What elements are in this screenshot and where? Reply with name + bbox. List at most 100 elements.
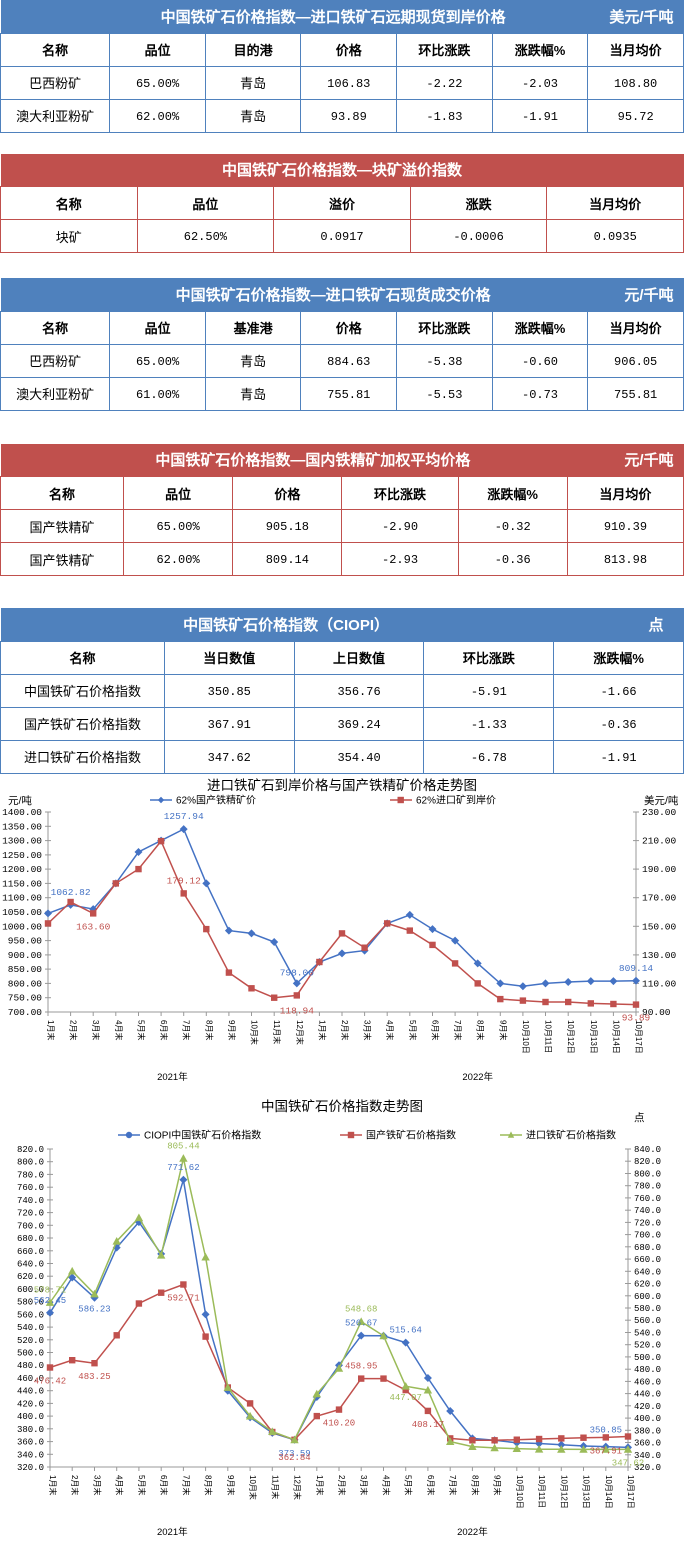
- svg-text:560.0: 560.0: [634, 1316, 661, 1326]
- svg-text:10月13日: 10月13日: [582, 1475, 591, 1509]
- svg-text:1400.00: 1400.00: [2, 807, 42, 818]
- svg-text:9月末: 9月末: [493, 1475, 503, 1495]
- svg-text:2022年: 2022年: [457, 1526, 488, 1538]
- svg-text:458.95: 458.95: [345, 1361, 377, 1371]
- svg-text:367.91: 367.91: [590, 1446, 622, 1456]
- svg-text:578.71: 578.71: [34, 1285, 66, 1295]
- svg-text:1350.00: 1350.00: [2, 821, 42, 832]
- svg-text:380.0: 380.0: [634, 1426, 661, 1436]
- svg-text:950.00: 950.00: [8, 935, 43, 946]
- svg-text:110.00: 110.00: [642, 978, 677, 989]
- svg-text:500.0: 500.0: [17, 1348, 44, 1358]
- svg-text:5月末: 5月末: [137, 1020, 147, 1040]
- svg-text:440.0: 440.0: [17, 1386, 44, 1396]
- svg-text:780.0: 780.0: [634, 1181, 661, 1191]
- svg-text:元/吨: 元/吨: [8, 794, 32, 807]
- svg-text:640.0: 640.0: [634, 1267, 661, 1277]
- svg-text:680.0: 680.0: [634, 1242, 661, 1252]
- svg-text:476.42: 476.42: [34, 1376, 66, 1386]
- svg-text:483.25: 483.25: [78, 1372, 110, 1382]
- svg-text:62%进口矿到岸价: 62%进口矿到岸价: [416, 793, 496, 806]
- svg-text:798.00: 798.00: [280, 967, 315, 978]
- svg-text:809.14: 809.14: [619, 962, 654, 973]
- svg-text:380.0: 380.0: [17, 1424, 44, 1434]
- svg-text:6月末: 6月末: [426, 1475, 436, 1495]
- svg-text:10月17日: 10月17日: [626, 1475, 635, 1509]
- svg-text:680.0: 680.0: [17, 1234, 44, 1244]
- svg-text:362.84: 362.84: [278, 1452, 310, 1462]
- svg-text:10月10日: 10月10日: [521, 1020, 530, 1054]
- svg-text:660.0: 660.0: [17, 1246, 44, 1256]
- svg-text:179.12: 179.12: [167, 875, 202, 886]
- svg-text:12月末: 12月末: [295, 1020, 305, 1045]
- svg-text:1257.94: 1257.94: [164, 811, 204, 822]
- svg-text:150.00: 150.00: [642, 921, 677, 932]
- svg-text:805.44: 805.44: [167, 1141, 199, 1151]
- svg-text:7月末: 7月末: [181, 1475, 191, 1495]
- svg-text:进口铁矿石到岸价格与国产铁精矿价格走势图: 进口铁矿石到岸价格与国产铁精矿价格走势图: [207, 778, 477, 793]
- svg-text:10月末: 10月末: [250, 1020, 260, 1045]
- svg-text:美元/吨: 美元/吨: [644, 794, 679, 807]
- svg-text:210.00: 210.00: [642, 835, 677, 846]
- svg-text:9月末: 9月末: [226, 1475, 236, 1495]
- svg-text:740.0: 740.0: [17, 1195, 44, 1205]
- svg-text:720.0: 720.0: [17, 1208, 44, 1218]
- svg-text:1月末: 1月末: [315, 1475, 325, 1495]
- svg-text:2月末: 2月末: [69, 1020, 79, 1040]
- svg-text:10月12日: 10月12日: [566, 1020, 575, 1054]
- svg-text:800.0: 800.0: [634, 1169, 661, 1179]
- svg-text:480.0: 480.0: [17, 1361, 44, 1371]
- svg-text:620.0: 620.0: [17, 1272, 44, 1282]
- svg-text:800.00: 800.00: [8, 978, 43, 989]
- svg-text:900.00: 900.00: [8, 949, 43, 960]
- svg-text:国产铁矿石价格指数: 国产铁矿石价格指数: [366, 1128, 456, 1141]
- svg-text:170.00: 170.00: [642, 892, 677, 903]
- svg-text:620.0: 620.0: [634, 1279, 661, 1289]
- svg-text:5月末: 5月末: [137, 1475, 147, 1495]
- svg-text:6月末: 6月末: [431, 1020, 441, 1040]
- svg-text:400.0: 400.0: [17, 1412, 44, 1422]
- svg-text:400.0: 400.0: [634, 1414, 661, 1424]
- svg-text:1050.00: 1050.00: [2, 907, 42, 918]
- svg-text:11月末: 11月末: [272, 1020, 282, 1044]
- svg-text:190.00: 190.00: [642, 864, 677, 875]
- svg-text:347.62: 347.62: [612, 1458, 644, 1468]
- svg-text:4月末: 4月末: [382, 1475, 392, 1495]
- svg-text:2月末: 2月末: [337, 1475, 347, 1495]
- svg-text:840.0: 840.0: [634, 1145, 661, 1155]
- svg-text:548.68: 548.68: [345, 1304, 377, 1314]
- svg-text:2021年: 2021年: [157, 1526, 188, 1538]
- svg-text:3月末: 3月末: [93, 1475, 103, 1495]
- svg-text:800.0: 800.0: [17, 1157, 44, 1167]
- svg-text:320.0: 320.0: [17, 1463, 44, 1473]
- svg-text:3月末: 3月末: [359, 1475, 369, 1495]
- svg-text:6月末: 6月末: [159, 1475, 169, 1495]
- svg-text:8月末: 8月末: [204, 1475, 214, 1495]
- svg-text:10月17日: 10月17日: [634, 1020, 643, 1054]
- svg-text:460.0: 460.0: [634, 1377, 661, 1387]
- svg-text:7月末: 7月末: [448, 1475, 458, 1495]
- svg-text:447.07: 447.07: [389, 1393, 421, 1403]
- svg-text:2022年: 2022年: [462, 1071, 493, 1083]
- svg-text:130.00: 130.00: [642, 949, 677, 960]
- svg-text:820.0: 820.0: [17, 1145, 44, 1155]
- svg-text:700.0: 700.0: [634, 1230, 661, 1240]
- svg-text:560.0: 560.0: [17, 1310, 44, 1320]
- svg-text:1200.00: 1200.00: [2, 864, 42, 875]
- svg-text:3月末: 3月末: [363, 1020, 373, 1040]
- svg-text:5月末: 5月末: [408, 1020, 418, 1040]
- svg-text:360.0: 360.0: [17, 1437, 44, 1447]
- svg-text:9月末: 9月末: [227, 1020, 237, 1040]
- svg-text:230.00: 230.00: [642, 807, 677, 818]
- svg-text:740.0: 740.0: [634, 1206, 661, 1216]
- svg-text:350.85: 350.85: [590, 1425, 622, 1435]
- svg-text:10月14日: 10月14日: [611, 1020, 620, 1054]
- svg-text:118.94: 118.94: [280, 1005, 315, 1016]
- svg-text:771.62: 771.62: [167, 1162, 199, 1172]
- svg-text:中国铁矿石价格指数走势图: 中国铁矿石价格指数走势图: [261, 1099, 423, 1114]
- svg-text:93.89: 93.89: [622, 1012, 651, 1023]
- svg-text:10月13日: 10月13日: [589, 1020, 598, 1054]
- svg-text:420.0: 420.0: [634, 1401, 661, 1411]
- svg-text:660.0: 660.0: [634, 1255, 661, 1265]
- svg-text:640.0: 640.0: [17, 1259, 44, 1269]
